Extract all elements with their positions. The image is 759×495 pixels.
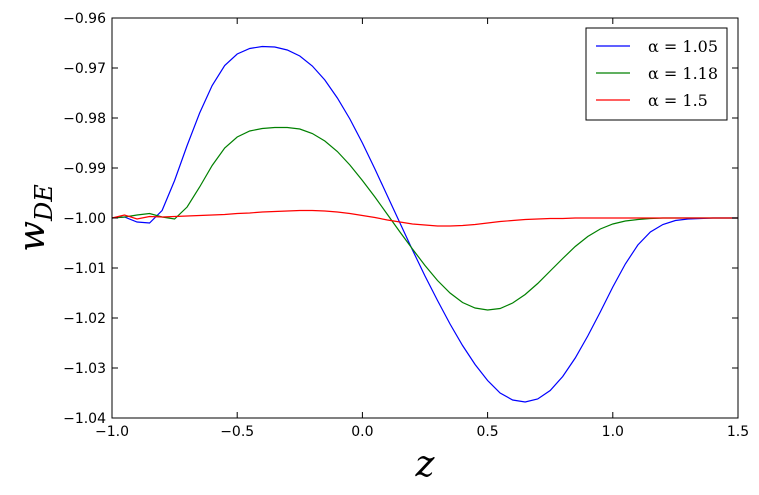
y-tick-label: −0.98 (63, 111, 106, 127)
y-tick-label: −0.96 (63, 11, 106, 27)
y-axis-label: wDE (12, 184, 58, 252)
legend-label: α = 1.5 (648, 91, 708, 110)
y-tick-label: −1.00 (63, 211, 106, 227)
x-tick-label: −0.5 (220, 424, 254, 440)
y-tick-label: −1.02 (63, 311, 106, 327)
y-tick-label: −0.97 (63, 61, 106, 77)
legend-label: α = 1.18 (648, 64, 718, 83)
x-tick-label: −1.0 (95, 424, 129, 440)
data-line (111, 209, 738, 227)
x-tick-label: 1.0 (602, 424, 624, 440)
y-tick-label: −1.04 (63, 411, 106, 427)
data-line (111, 126, 738, 311)
data-line (111, 45, 738, 403)
x-tick-label: 1.5 (727, 424, 749, 440)
x-tick-label: 0.5 (476, 424, 498, 440)
y-tick-label: −1.01 (63, 261, 106, 277)
y-tick-label: −1.03 (63, 361, 106, 377)
y-axis-label-main: w (12, 221, 53, 252)
legend: α = 1.05 α = 1.18 α = 1.5 (585, 27, 728, 121)
x-tick-label: 0.0 (351, 424, 373, 440)
legend-label: α = 1.05 (648, 37, 718, 56)
y-tick-label: −0.99 (63, 161, 106, 177)
legend-box (585, 27, 728, 121)
y-axis-label-subscript: DE (30, 184, 58, 222)
x-axis-label: z (415, 444, 436, 485)
